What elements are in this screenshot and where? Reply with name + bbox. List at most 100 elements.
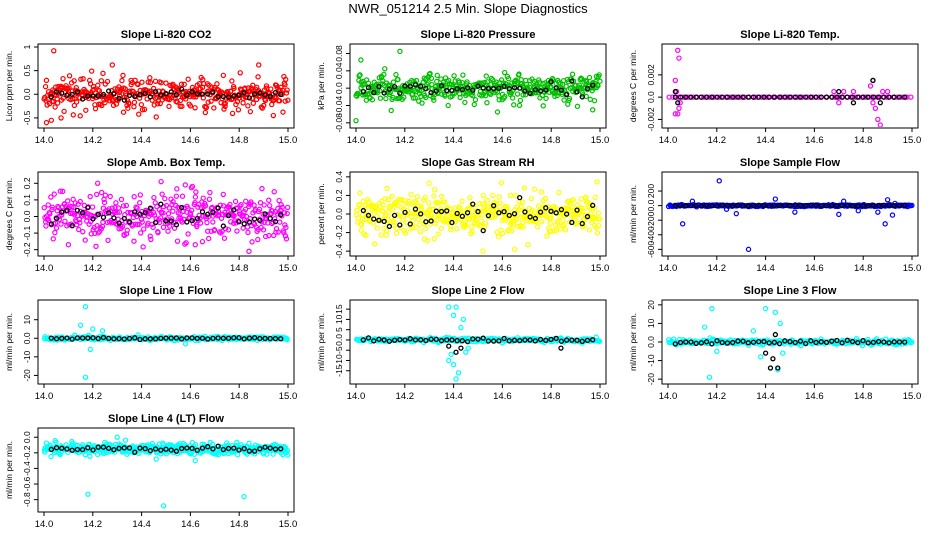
data-point	[529, 207, 535, 213]
data-point	[268, 211, 274, 217]
y-tick-label: -15	[334, 364, 344, 377]
data-point	[507, 192, 514, 199]
reference-point	[522, 209, 528, 215]
reference-point	[756, 94, 762, 100]
x-tick-label: 14.4	[444, 263, 463, 274]
x-tick-label: 14.8	[230, 519, 249, 530]
data-point	[60, 188, 66, 195]
data-point	[220, 72, 227, 79]
reference-point	[199, 335, 206, 341]
reference-point	[210, 446, 216, 452]
data-point	[57, 188, 64, 194]
data-point	[398, 224, 404, 231]
data-point	[836, 94, 843, 100]
data-point	[534, 224, 541, 230]
x-tick-label: 14.2	[84, 263, 103, 274]
outlier-point	[777, 320, 783, 327]
reference-point	[225, 212, 232, 219]
reference-point	[163, 90, 169, 97]
reference-point	[278, 446, 284, 452]
data-point	[427, 70, 433, 77]
data-point	[382, 66, 388, 72]
data-point	[410, 217, 416, 224]
outlier-point	[182, 341, 189, 347]
outlier-point	[465, 345, 471, 351]
data-point	[509, 95, 516, 101]
reference-point	[782, 94, 788, 100]
data-point	[566, 95, 573, 102]
data-point	[49, 204, 55, 210]
reference-point	[745, 203, 751, 209]
outlier-point	[463, 349, 469, 355]
data-point	[248, 199, 254, 205]
plot-frame	[37, 299, 295, 385]
data-point	[221, 106, 227, 112]
reference-point	[111, 336, 117, 342]
outlier-point	[99, 328, 106, 334]
reference-point	[69, 447, 75, 453]
data-point	[71, 78, 77, 84]
reference-point	[449, 337, 455, 343]
reference-point	[850, 100, 857, 106]
data-point	[235, 107, 242, 113]
reference-point	[147, 336, 154, 342]
data-point	[88, 68, 95, 74]
data-point	[112, 204, 118, 211]
reference-point	[459, 213, 466, 219]
y-tick-label: -0.4	[22, 461, 32, 476]
data-point	[395, 76, 401, 83]
data-point	[102, 192, 109, 198]
reference-point	[771, 203, 778, 209]
reference-point	[444, 208, 450, 214]
y-tick-label: 0.0	[22, 332, 32, 344]
x-tick-label: 15.0	[279, 135, 298, 146]
data-point	[538, 189, 545, 195]
data-point	[255, 236, 261, 243]
reference-point	[839, 202, 845, 209]
data-point	[484, 79, 491, 85]
data-point	[92, 230, 98, 237]
reference-point	[485, 86, 492, 92]
reference-point	[870, 202, 877, 209]
reference-point	[272, 446, 279, 452]
reference-point	[433, 88, 439, 94]
reference-point	[262, 92, 268, 98]
reference-point	[116, 335, 122, 342]
reference-point	[121, 445, 127, 451]
data-point	[247, 108, 254, 115]
reference-point	[802, 94, 809, 100]
x-tick-label: 14.8	[230, 391, 249, 402]
data-point	[434, 72, 440, 79]
y-tick-label: 15	[334, 304, 344, 314]
data-point	[554, 92, 560, 99]
data-point	[200, 195, 206, 201]
data-point	[483, 73, 489, 79]
data-point	[50, 236, 56, 242]
data-point	[45, 217, 52, 224]
data-point	[189, 207, 195, 213]
y-tick-label: 0.0	[646, 91, 656, 103]
reference-point	[116, 445, 122, 452]
reference-point	[397, 222, 403, 228]
reference-point	[257, 335, 263, 342]
reference-point	[147, 94, 154, 100]
reference-point	[782, 202, 788, 209]
data-point	[596, 72, 602, 78]
data-point	[170, 198, 176, 205]
data-point	[586, 74, 593, 81]
reference-point	[90, 447, 96, 453]
data-point	[542, 195, 549, 202]
reference-point	[475, 336, 481, 342]
data-point	[181, 81, 187, 88]
data-point	[519, 199, 526, 205]
data-point	[269, 208, 276, 214]
reference-point	[64, 207, 70, 214]
data-point	[138, 216, 145, 222]
data-point	[231, 212, 237, 219]
reference-point	[714, 203, 720, 209]
reference-point	[74, 89, 81, 95]
data-point	[157, 215, 164, 221]
reference-point	[205, 91, 211, 97]
data-point	[205, 228, 211, 234]
